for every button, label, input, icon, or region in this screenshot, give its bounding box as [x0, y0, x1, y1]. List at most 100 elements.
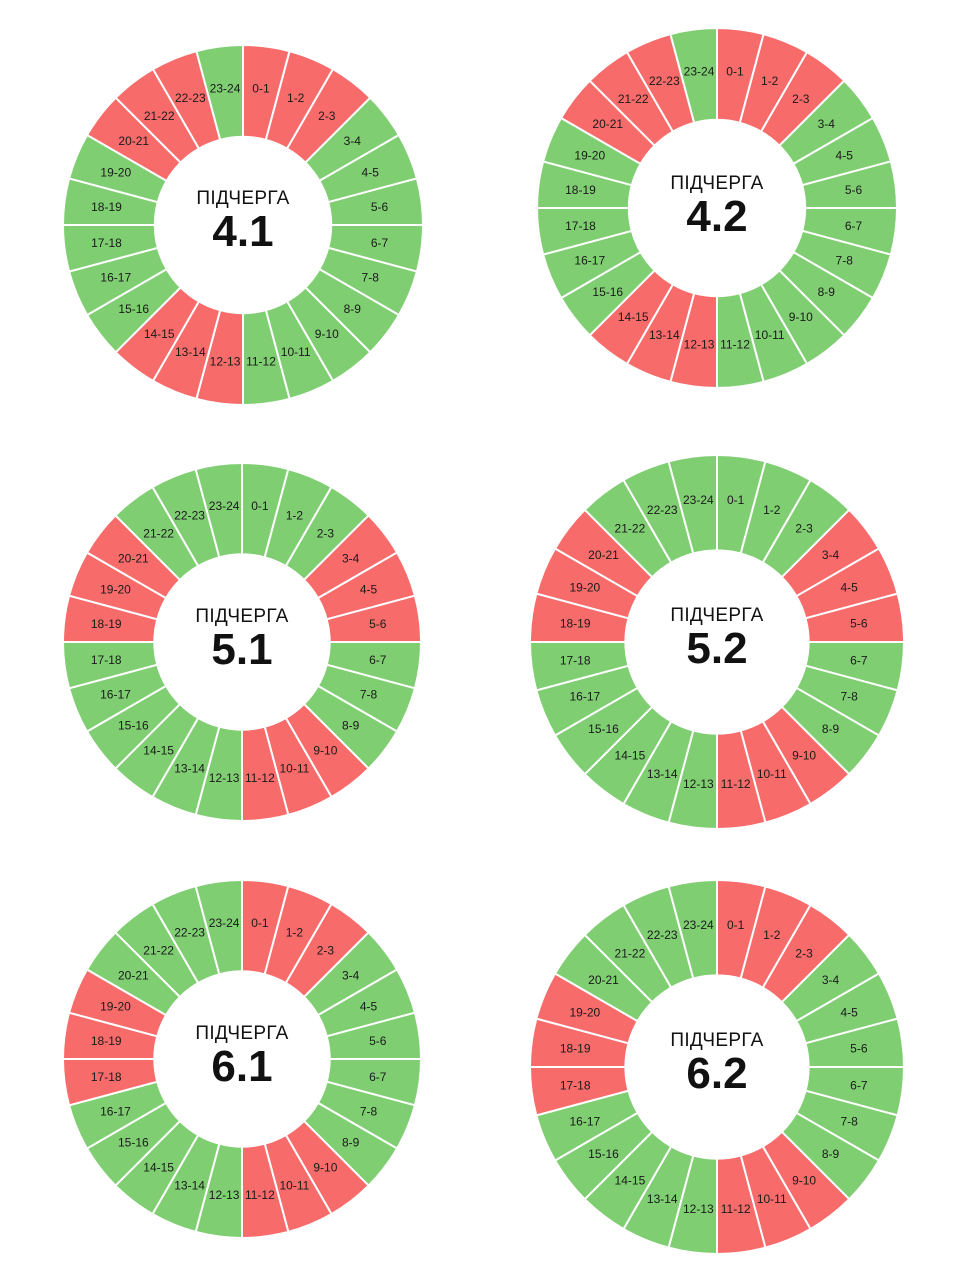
- hour-label-16-17: 16-17: [574, 254, 605, 268]
- hour-label-7-8: 7-8: [362, 271, 380, 285]
- subqueue-label: ПІДЧЕРГА: [195, 606, 289, 627]
- hour-label-14-15: 14-15: [615, 748, 646, 762]
- hour-label-22-23: 22-23: [647, 928, 678, 942]
- hour-segment-23-24: [194, 878, 243, 976]
- hour-label-23-24: 23-24: [210, 81, 241, 95]
- hour-label-1-2: 1-2: [763, 928, 781, 942]
- hour-label-22-23: 22-23: [175, 91, 206, 105]
- hour-label-17-18: 17-18: [91, 653, 122, 667]
- hour-label-19-20: 19-20: [569, 1005, 600, 1019]
- hour-label-12-13: 12-13: [683, 777, 714, 791]
- subqueue-number: 4.2: [686, 192, 748, 241]
- hour-label-19-20: 19-20: [100, 1000, 131, 1014]
- hour-label-7-8: 7-8: [360, 1104, 378, 1118]
- hour-label-6-7: 6-7: [369, 653, 387, 667]
- wheel-svg: 0-1 1-2 2-3 3-4 4-5 5-6 6-7 7-8 8-9 9-10 10-11 11-1…: [535, 26, 899, 390]
- hour-label-18-19: 18-19: [91, 200, 122, 214]
- schedule-wheel-6-1: 0-1 1-2 2-3 3-4 4-5 5-6 6-7 7-8 8-9 9-10 10-11 11-1…: [61, 878, 423, 1240]
- wheel-center: ПІДЧЕРГА 6.1: [63, 1023, 421, 1089]
- hour-label-10-11: 10-11: [279, 762, 309, 776]
- hour-label-12-13: 12-13: [684, 338, 715, 352]
- hour-label-4-5: 4-5: [840, 1005, 858, 1019]
- wheel-center: ПІДЧЕРГА 5.1: [63, 606, 421, 672]
- hour-segment-23-24: [667, 453, 718, 555]
- hour-segment-23-24: [194, 461, 243, 559]
- hour-label-22-23: 22-23: [649, 74, 680, 88]
- subqueue-number: 6.1: [211, 1042, 273, 1091]
- hour-label-15-16: 15-16: [592, 285, 623, 299]
- hour-label-1-2: 1-2: [287, 91, 305, 105]
- hour-label-20-21: 20-21: [592, 117, 623, 131]
- hour-label-11-12: 11-12: [721, 1202, 751, 1216]
- subqueue-label: ПІДЧЕРГА: [670, 605, 764, 626]
- hour-label-12-13: 12-13: [209, 771, 240, 785]
- hour-label-9-10: 9-10: [789, 310, 813, 324]
- hour-label-6-7: 6-7: [369, 1070, 387, 1084]
- hour-label-12-13: 12-13: [683, 1202, 714, 1216]
- hour-label-0-1: 0-1: [727, 918, 745, 932]
- hour-label-17-18: 17-18: [565, 219, 596, 233]
- hour-label-2-3: 2-3: [317, 526, 335, 540]
- subqueue-label: ПІДЧЕРГА: [670, 1030, 764, 1051]
- hour-label-13-14: 13-14: [647, 1192, 678, 1206]
- hour-label-2-3: 2-3: [792, 92, 810, 106]
- subqueue-label: ПІДЧЕРГА: [196, 188, 290, 209]
- hour-label-13-14: 13-14: [174, 1179, 205, 1193]
- hour-label-17-18: 17-18: [91, 236, 122, 250]
- hour-label-13-14: 13-14: [647, 767, 678, 781]
- hour-label-8-9: 8-9: [818, 285, 836, 299]
- wheel-center: ПІДЧЕРГА 4.2: [537, 173, 897, 239]
- hour-label-23-24: 23-24: [209, 916, 240, 930]
- wheel-center: ПІДЧЕРГА 6.2: [530, 1030, 904, 1096]
- hour-label-3-4: 3-4: [342, 552, 360, 566]
- hour-label-11-12: 11-12: [245, 771, 275, 785]
- hour-label-16-17: 16-17: [569, 690, 600, 704]
- hour-label-20-21: 20-21: [118, 134, 149, 148]
- hour-label-1-2: 1-2: [763, 503, 781, 517]
- hour-label-17-18: 17-18: [91, 1070, 122, 1084]
- hour-label-14-15: 14-15: [143, 1161, 174, 1175]
- hour-label-10-11: 10-11: [755, 328, 785, 342]
- hour-label-22-23: 22-23: [174, 508, 205, 522]
- hour-label-22-23: 22-23: [174, 925, 205, 939]
- hour-label-16-17: 16-17: [569, 1115, 600, 1129]
- hour-label-13-14: 13-14: [649, 328, 680, 342]
- hour-label-5-6: 5-6: [845, 183, 863, 197]
- wheel-svg: 0-1 1-2 2-3 3-4 4-5 5-6 6-7 7-8 8-9 9-10 10-11 11-1…: [528, 878, 906, 1256]
- hour-label-3-4: 3-4: [822, 548, 840, 562]
- hour-label-6-7: 6-7: [845, 219, 863, 233]
- hour-label-11-12: 11-12: [245, 1188, 275, 1202]
- hour-label-3-4: 3-4: [342, 969, 360, 983]
- hour-label-21-22: 21-22: [618, 92, 649, 106]
- hour-label-14-15: 14-15: [618, 310, 649, 324]
- hour-label-8-9: 8-9: [342, 718, 360, 732]
- wheel-svg: 0-1 1-2 2-3 3-4 4-5 5-6 6-7 7-8 8-9 9-10 10-11 11-1…: [61, 43, 425, 407]
- hour-label-18-19: 18-19: [560, 616, 591, 630]
- hour-label-11-12: 11-12: [246, 355, 276, 369]
- hour-segment-23-24: [669, 26, 718, 125]
- hour-label-4-5: 4-5: [360, 583, 378, 597]
- hour-label-21-22: 21-22: [144, 109, 175, 123]
- subqueue-label: ПІДЧЕРГА: [195, 1023, 289, 1044]
- hour-label-19-20: 19-20: [569, 580, 600, 594]
- hour-label-2-3: 2-3: [795, 522, 813, 536]
- hour-label-19-20: 19-20: [574, 148, 605, 162]
- hour-label-1-2: 1-2: [286, 508, 304, 522]
- hour-label-23-24: 23-24: [684, 64, 715, 78]
- hour-label-23-24: 23-24: [209, 499, 240, 513]
- hour-label-7-8: 7-8: [840, 690, 858, 704]
- subqueue-number: 5.1: [211, 625, 273, 674]
- hour-label-9-10: 9-10: [313, 1161, 337, 1175]
- schedule-wheel-4-1: 0-1 1-2 2-3 3-4 4-5 5-6 6-7 7-8 8-9 9-10 10-11 11-1…: [61, 43, 425, 407]
- hour-label-18-19: 18-19: [565, 183, 596, 197]
- hour-label-17-18: 17-18: [560, 654, 591, 668]
- hour-label-8-9: 8-9: [822, 1147, 840, 1161]
- hour-label-23-24: 23-24: [683, 493, 714, 507]
- hour-label-18-19: 18-19: [91, 617, 122, 631]
- hour-label-7-8: 7-8: [840, 1115, 858, 1129]
- wheel-svg: 0-1 1-2 2-3 3-4 4-5 5-6 6-7 7-8 8-9 9-10 10-11 11-1…: [61, 878, 423, 1240]
- hour-label-8-9: 8-9: [342, 1135, 360, 1149]
- hour-label-0-1: 0-1: [726, 64, 744, 78]
- hour-label-22-23: 22-23: [647, 503, 678, 517]
- hour-label-8-9: 8-9: [344, 302, 362, 316]
